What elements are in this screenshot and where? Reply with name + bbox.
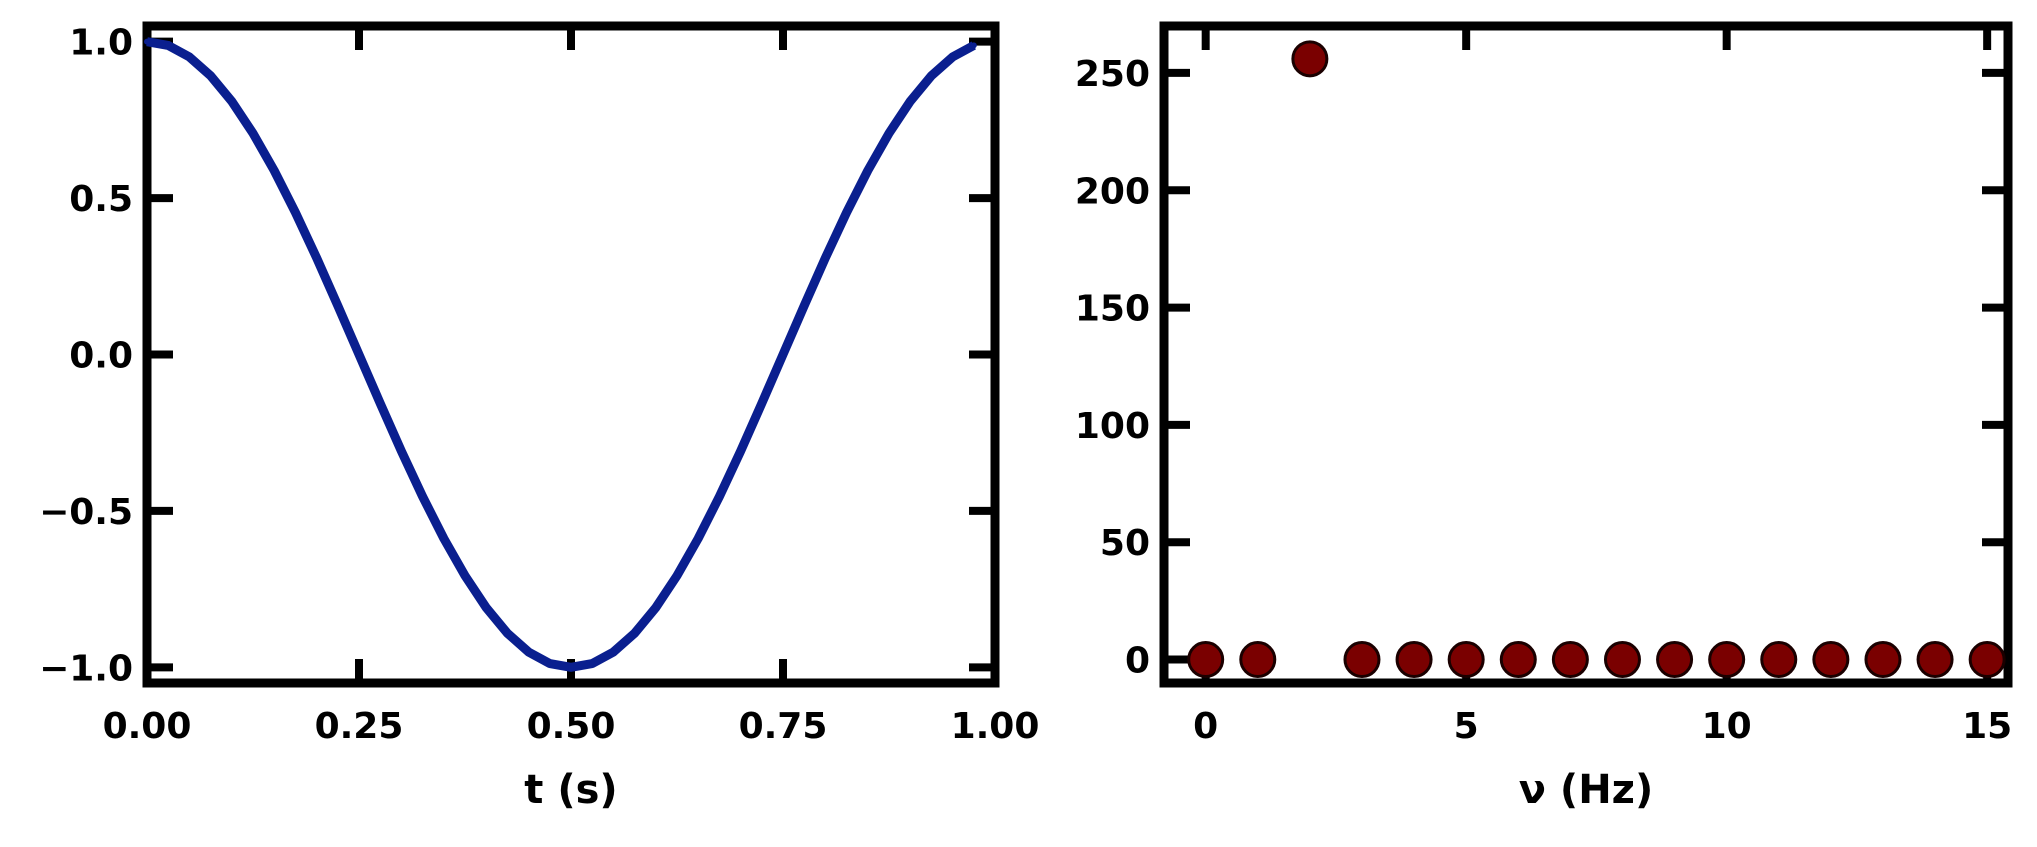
x-tick-label: 10 [1702, 706, 1752, 747]
scatter-point [1239, 641, 1277, 679]
line-point [822, 254, 829, 261]
line-point [483, 604, 490, 611]
line-point [716, 493, 723, 500]
plot-frame [1159, 21, 2013, 688]
x-tick-label: 0.00 [103, 706, 192, 747]
scatter-point [1395, 641, 1433, 679]
y-tick-label: 150 [1075, 289, 1150, 330]
line-point [907, 98, 914, 105]
y-tick-label: 0 [1125, 641, 1150, 682]
y-tick-label: 200 [1075, 171, 1150, 212]
y-tick-label: 100 [1075, 406, 1150, 447]
line-point [886, 130, 892, 137]
line-point [377, 400, 384, 407]
line-point [462, 572, 468, 579]
y-tick-label: −1.0 [39, 648, 133, 689]
line-point [970, 42, 977, 49]
scatter-point [1864, 641, 1902, 679]
line-point [949, 53, 956, 60]
scatter-point [1447, 641, 1485, 679]
line-point [928, 72, 935, 79]
scatter-point [1551, 641, 1589, 679]
line-point [292, 209, 299, 216]
line-point [695, 535, 702, 542]
scatter-point [1916, 641, 1954, 679]
line-point [313, 254, 320, 261]
line-point [144, 38, 150, 45]
line-point [737, 448, 744, 455]
line-point [228, 98, 235, 105]
time-domain-chart: 0.00 0.25 0.50 0.75 1.00 −1.0 −0.5 0.0 0.5 1.0 t (… [39, 21, 1040, 813]
line-point [271, 167, 278, 174]
scatter-point [1187, 641, 1225, 679]
line-point [610, 649, 617, 656]
scatter-point [1343, 641, 1381, 679]
line-point [207, 72, 214, 79]
x-tick-label: 1.00 [951, 706, 1040, 747]
line-point [674, 572, 680, 579]
line-point [780, 351, 786, 358]
x-tick-label: 0.25 [315, 706, 404, 747]
line-point [398, 448, 405, 455]
scatter-point [1708, 641, 1746, 679]
y-tick-label: 0.0 [69, 336, 133, 377]
line-point [250, 130, 256, 137]
line-point [165, 42, 172, 49]
line-point [356, 351, 362, 358]
y-tick-label: 1.0 [69, 23, 133, 64]
line-point [568, 664, 574, 671]
line-point [440, 535, 447, 542]
scatter-point [1499, 641, 1537, 679]
line-point [334, 302, 341, 309]
x-tick-label: 0.50 [527, 706, 616, 747]
y-tick-label: −0.5 [39, 492, 133, 533]
line-point [652, 604, 659, 611]
scatter-point [1968, 641, 2006, 679]
line-point [419, 493, 426, 500]
line-point [843, 209, 850, 216]
x-tick-label: 0.75 [739, 706, 828, 747]
y-tick-label: 0.5 [69, 179, 133, 220]
line-point [801, 302, 808, 309]
line-point [504, 630, 511, 637]
scatter-point [1812, 641, 1850, 679]
x-axis-label: ν (Hz) [1519, 767, 1654, 813]
line-point [589, 660, 596, 667]
line-point [186, 53, 193, 60]
y-tick-label: 250 [1075, 54, 1150, 95]
scatter-point [1760, 641, 1798, 679]
x-tick-label: 15 [1962, 706, 2012, 747]
line-point [546, 660, 553, 667]
line-point [864, 167, 871, 174]
x-tick-label: 5 [1454, 706, 1479, 747]
line-point [758, 400, 765, 407]
line-point [525, 649, 532, 656]
y-tick-label: 50 [1100, 523, 1150, 564]
scatter-point [1656, 641, 1694, 679]
series-line [146, 37, 976, 672]
scatter-point [1291, 40, 1329, 78]
x-axis-label: t (s) [524, 767, 617, 813]
scatter-point [1603, 641, 1641, 679]
line-point [631, 630, 638, 637]
x-tick-label: 0 [1193, 706, 1218, 747]
